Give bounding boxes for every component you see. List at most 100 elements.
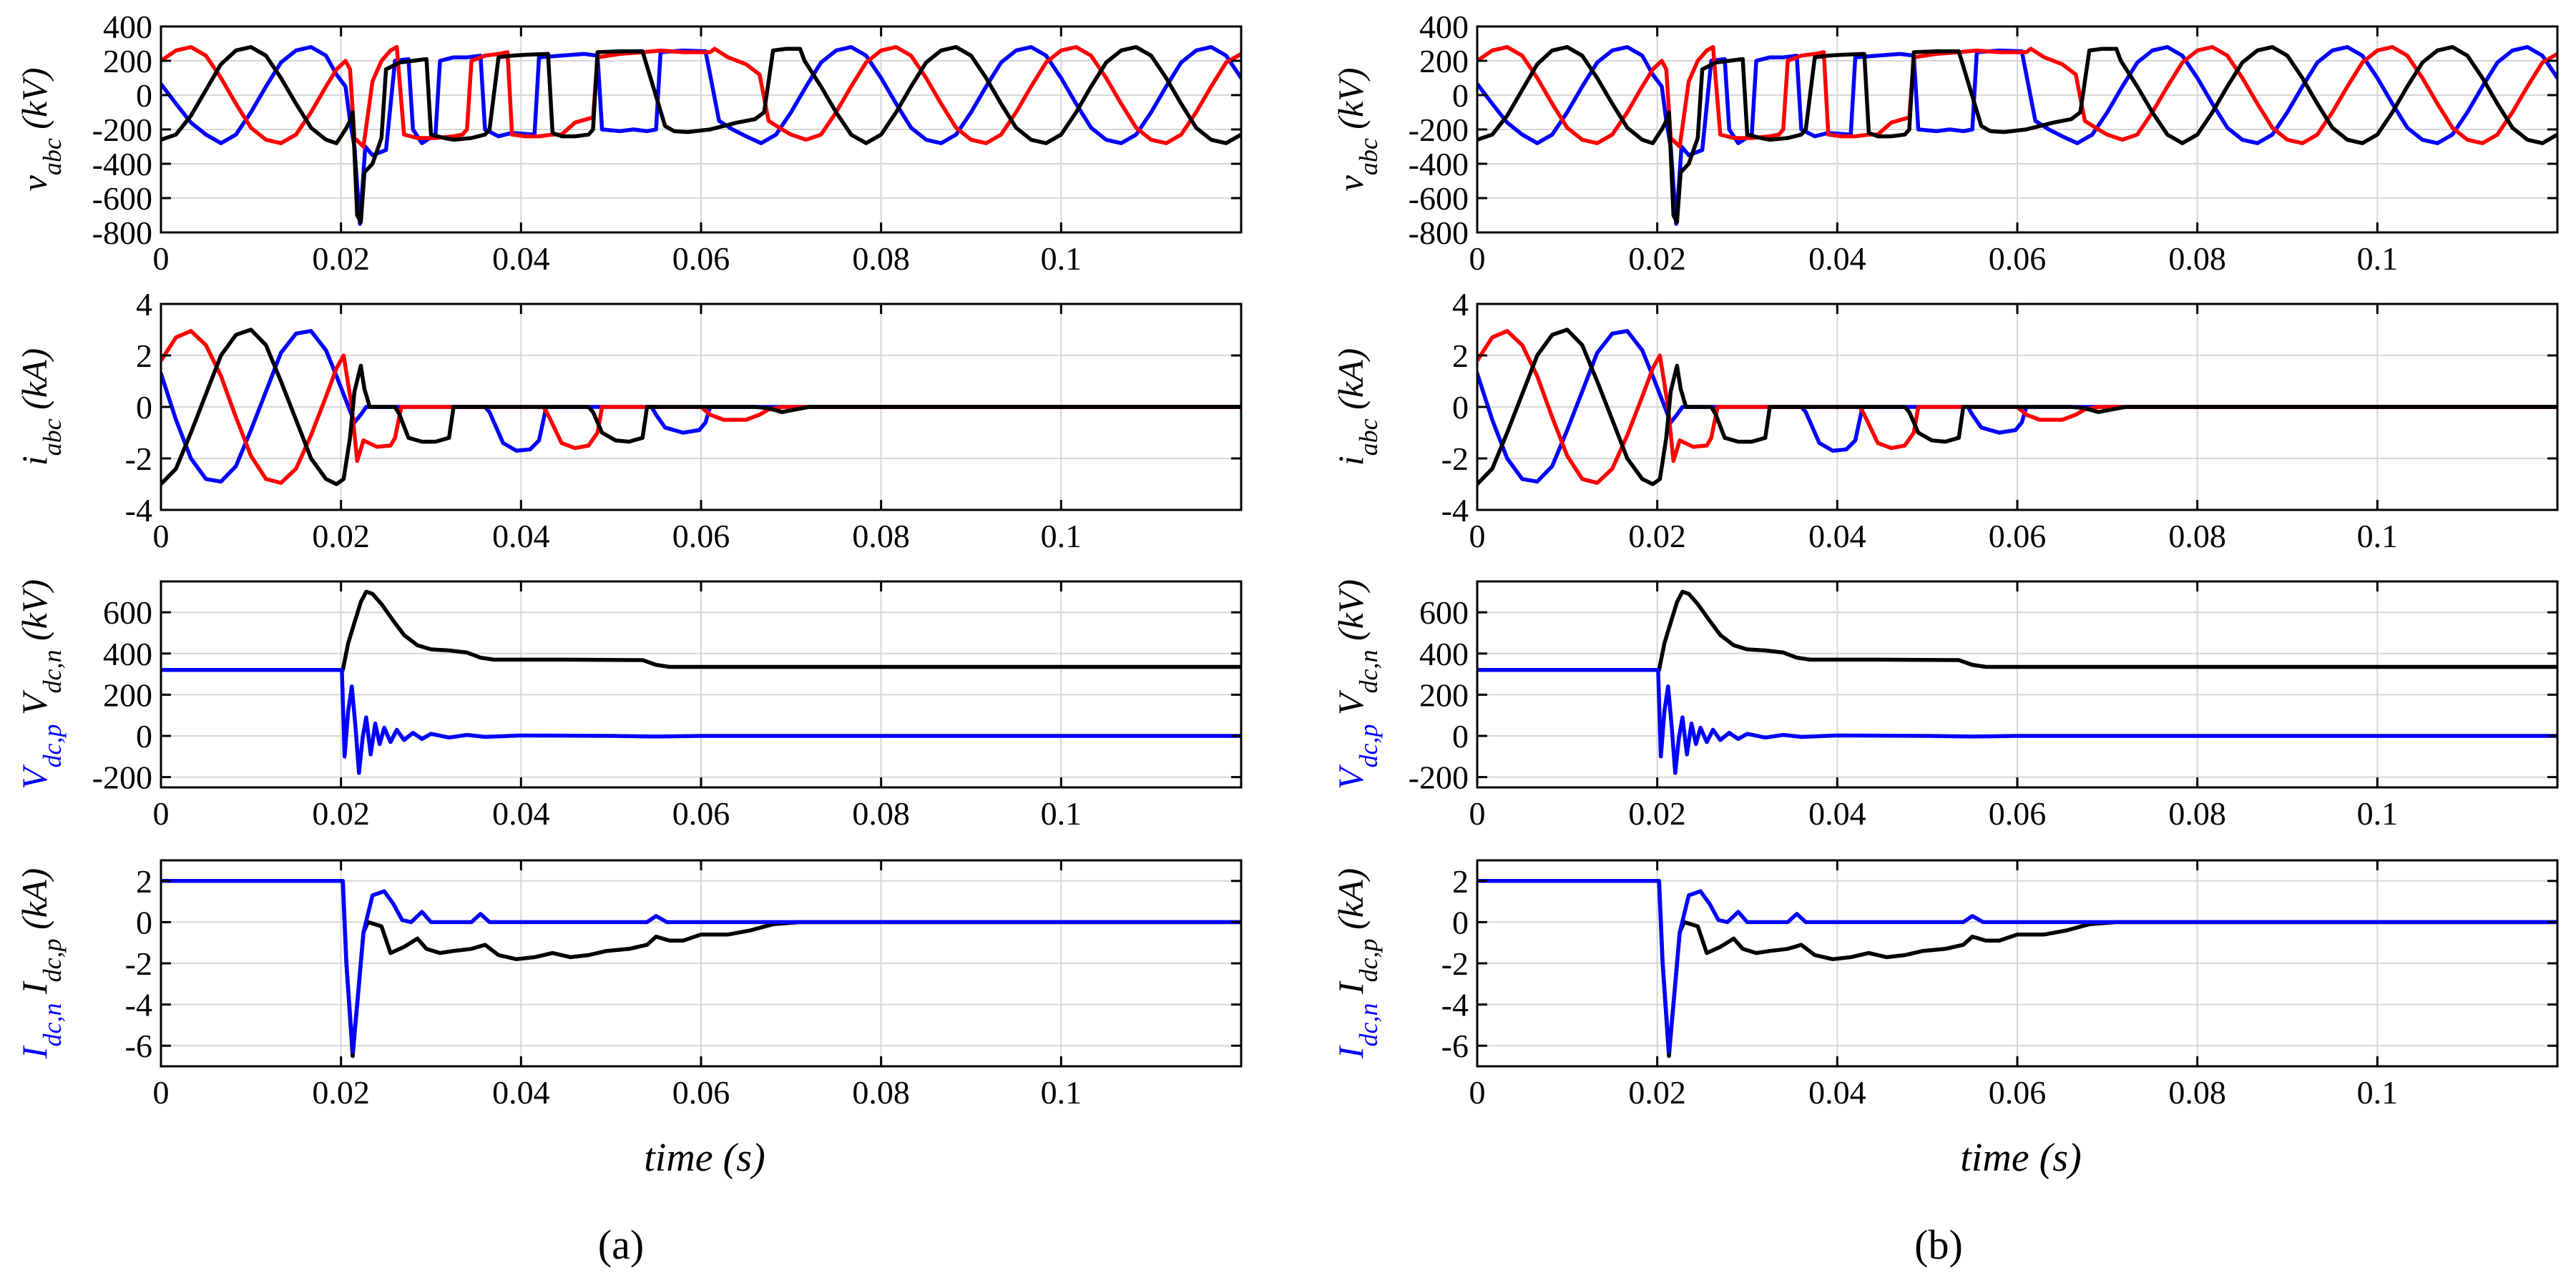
x-tick-label: 0 [153, 240, 170, 277]
x-tick-label: 0.06 [1989, 240, 2047, 277]
y-tick-label: 200 [103, 677, 152, 713]
y-tick-label: -2 [1441, 945, 1469, 982]
series-line-1 [1477, 879, 2557, 1054]
y-tick-label: -200 [92, 112, 152, 148]
subplot-iabc: 0 0.02 0.04 0.06 0.08 0.1 4 2 0 -2 -4 iabc (kA) [1331, 286, 2559, 554]
series-line-1 [161, 879, 1241, 1054]
y-tick-label: 200 [103, 43, 152, 79]
x-tick-label: 0 [1469, 518, 1486, 554]
y-tick-label: -2 [125, 945, 152, 982]
x-tick-label: 0.04 [1808, 795, 1866, 832]
subplot-vabc: 0 0.02 0.04 0.06 0.08 0.14002000-200-400-600-… [1331, 9, 2559, 277]
traces [1477, 589, 2557, 775]
x-tick-label: 0.08 [852, 240, 910, 277]
series-line-1 [161, 329, 1241, 485]
x-tick-label: 0.06 [672, 795, 730, 832]
y-axis-label: Vdc,p Vdc,n (kV) [14, 579, 67, 790]
x-tick-label: 0.1 [2357, 1074, 2399, 1111]
series-line-0 [1477, 329, 2557, 484]
y-axis-label: vabc (kV) [14, 68, 67, 192]
x-tick-label: 0.02 [1628, 240, 1686, 277]
y-tick-label: -800 [92, 215, 152, 251]
y-tick-label: -600 [92, 180, 152, 217]
y-tick-label: 0 [1452, 77, 1469, 114]
x-tick-label: 0.1 [1041, 1074, 1082, 1111]
y-tick-label: -200 [1409, 112, 1469, 148]
traces [161, 328, 1241, 486]
subplot-iabc: 0 0.02 0.04 0.06 0.08 0.1 4 2 0 -2 -4 iabc (kA) [14, 286, 1243, 554]
subplot-vdc: 0 0.02 0.04 0.06 0.08 0.16004002000-200Vdc,p … [14, 579, 1243, 832]
y-tick-label: 0 [136, 389, 152, 426]
y-tick-label: 0 [1452, 904, 1469, 940]
y-tick-label: 4 [136, 286, 152, 323]
y-axis-label: iabc (kA) [1331, 348, 1383, 466]
subplot-vdc: 0 0.02 0.04 0.06 0.08 0.16004002000-200Vdc,p … [1331, 579, 2559, 832]
x-tick-label: 0.04 [1808, 240, 1866, 277]
y-tick-label: 0 [136, 718, 152, 754]
x-tick-label: 0.08 [2168, 518, 2226, 554]
panel-label-a: (a) [598, 1222, 644, 1268]
x-tick-label: 0.08 [852, 1074, 910, 1111]
series-line-2 [161, 328, 1241, 486]
y-axis-label: Idc,n Idc,p (kA) [14, 868, 67, 1059]
panel-b: 0 0.02 0.04 0.06 0.08 0.14002000-200-400-600-… [1331, 9, 2559, 1111]
x-tick-label: 0.06 [1989, 518, 2047, 554]
x-tick-label: 0 [153, 518, 170, 554]
series-line-1 [1477, 668, 2557, 775]
y-tick-label: 2 [136, 863, 152, 900]
x-tick-label: 0.02 [1628, 1074, 1686, 1111]
subplot-idc: 0 0.02 0.04 0.06 0.08 0.1 2 0 -2 -4 -6 Idc,n Idc,p … [1331, 859, 2559, 1111]
x-tick-label: 0.02 [312, 1074, 370, 1111]
x-tick-label: 0.1 [1041, 240, 1082, 277]
y-tick-label: -400 [1409, 146, 1469, 182]
x-tick-label: 0.1 [2357, 240, 2399, 277]
traces [161, 45, 1241, 226]
x-tick-label: 0.04 [1808, 518, 1866, 554]
series-line-0 [161, 45, 1241, 226]
y-axis-label: Vdc,p Vdc,n (kV) [1331, 579, 1383, 790]
x-tick-label: 0.08 [2168, 240, 2226, 277]
y-axis-label: iabc (kA) [14, 348, 67, 466]
y-tick-label: -200 [1409, 760, 1469, 796]
y-tick-label: -4 [1441, 492, 1469, 529]
x-tick-label: 0.06 [1989, 795, 2047, 832]
y-tick-label: -6 [1441, 1028, 1469, 1064]
y-tick-label: -200 [92, 760, 152, 796]
series-line-0 [1477, 589, 2557, 672]
panel-a: 0 0.02 0.04 0.06 0.08 0.14002000-200-400-600-… [14, 9, 1243, 1111]
traces [161, 879, 1241, 1058]
x-tick-label: 0.04 [492, 795, 550, 832]
xlabel-a: time (s) [644, 1136, 765, 1180]
x-tick-label: 0.02 [312, 518, 370, 554]
panel-label-b: (b) [1914, 1222, 1963, 1268]
x-tick-label: 0.04 [1808, 1074, 1866, 1111]
series-line-2 [161, 45, 1241, 225]
xlabel-b: time (s) [1960, 1136, 2082, 1180]
x-tick-label: 0.06 [1989, 1074, 2047, 1111]
y-tick-label: -2 [1441, 441, 1469, 477]
x-tick-label: 0.1 [1041, 518, 1082, 554]
x-tick-label: 0 [1469, 795, 1486, 832]
y-tick-label: -2 [125, 441, 152, 477]
y-tick-label: 400 [1419, 636, 1469, 672]
traces [1477, 879, 2557, 1058]
y-tick-label: 400 [1419, 9, 1469, 45]
x-tick-label: 0.1 [1041, 795, 1082, 832]
x-tick-label: 0.02 [1628, 518, 1686, 554]
y-tick-label: 600 [1419, 594, 1469, 631]
x-tick-label: 0.08 [852, 518, 910, 554]
x-tick-label: 0.04 [492, 518, 550, 554]
series-line-1 [161, 668, 1241, 775]
x-tick-label: 0 [1469, 1074, 1486, 1111]
x-tick-label: 0.02 [312, 795, 370, 832]
x-tick-label: 0 [153, 1074, 170, 1111]
subplot-idc: 0 0.02 0.04 0.06 0.08 0.1 2 0 -2 -4 -6 Idc,n Idc,p … [14, 859, 1243, 1111]
y-tick-label: -6 [125, 1028, 152, 1064]
y-tick-label: 2 [1452, 863, 1469, 900]
y-axis-label: vabc (kV) [1331, 68, 1383, 192]
traces [161, 589, 1241, 775]
y-tick-label: 2 [1452, 338, 1469, 374]
traces [1477, 45, 2557, 226]
subplot-vabc: 0 0.02 0.04 0.06 0.08 0.14002000-200-400-600-… [14, 9, 1243, 277]
